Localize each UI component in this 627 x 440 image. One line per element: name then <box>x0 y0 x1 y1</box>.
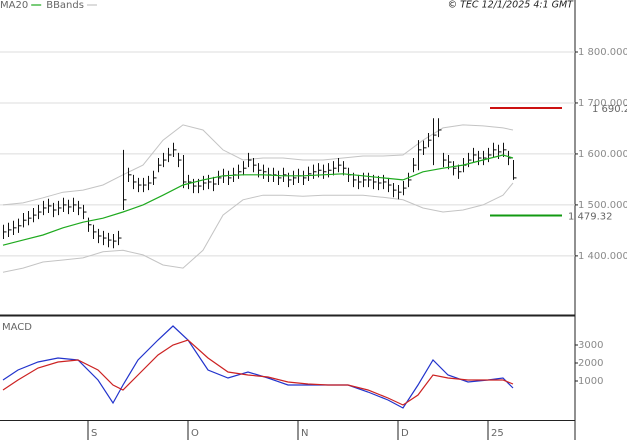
x-tick-label: 25 <box>491 428 504 439</box>
pane-title: MACD <box>2 322 32 333</box>
pane: 1 400.000 1 500.000 1 600.000 1 700.000 1 80… <box>0 0 627 273</box>
y-tick-label: 1 700.000 <box>578 98 627 109</box>
macd-line <box>2 339 514 406</box>
y-tick-label: 3000 <box>578 340 603 351</box>
y-tick-label: 1 600.000 <box>578 149 627 160</box>
bband-upper <box>2 124 514 206</box>
x-tick-label: O <box>191 428 199 439</box>
x-tick-label: S <box>91 428 97 439</box>
y-tick-label: 1 500.000 <box>578 200 627 211</box>
legend-label: MA20 <box>0 0 28 11</box>
pane: 1000 2000 3000 S O N D 25 MACD <box>2 322 603 440</box>
y-tick-label: 2000 <box>578 358 603 369</box>
y-tick-label: 1000 <box>578 376 603 387</box>
legend-label: BBands <box>46 0 84 11</box>
bband-lower <box>2 182 514 273</box>
y-tick-label: 1 400.000 <box>578 251 627 262</box>
ma-line <box>2 154 514 246</box>
macd-line <box>2 325 514 409</box>
level-label: 1 690.2 <box>592 104 627 115</box>
header: © TEC 12/1/2025 4:1 GMT <box>448 0 575 11</box>
x-tick-label: N <box>301 428 308 439</box>
y-tick-label: 1 800.000 <box>578 47 627 58</box>
x-tick-label: D <box>401 428 409 439</box>
level-label: 1 479.32 <box>568 211 613 222</box>
